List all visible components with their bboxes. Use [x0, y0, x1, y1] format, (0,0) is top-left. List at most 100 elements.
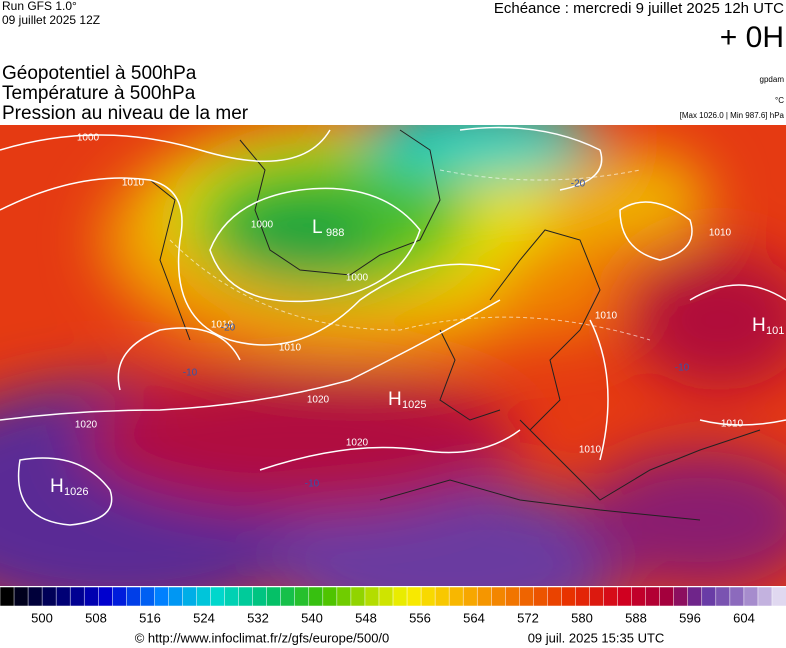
colorbar-swatch — [448, 586, 464, 607]
isobars — [0, 126, 786, 526]
colorbar-label: 564 — [463, 610, 485, 625]
colorbar-swatch — [294, 586, 310, 607]
isobar-label: 1010 — [721, 419, 744, 430]
colorbar-swatch — [41, 586, 57, 607]
colorbar-label: 596 — [679, 610, 701, 625]
echeance: Echéance : mercredi 9 juillet 2025 12h U… — [494, 0, 784, 17]
colorbar-swatch — [673, 586, 689, 607]
colorbar: 500 508 516 524 532 540 548 556 564 572 580 588 596 6… — [0, 586, 786, 625]
colorbar-swatch — [69, 586, 85, 607]
temperature-label: -10 — [675, 363, 690, 374]
colorbar-swatch — [0, 586, 15, 607]
colorbar-swatch — [491, 586, 507, 607]
colorbar-swatch — [715, 586, 731, 607]
isobar-label: 1000 — [77, 133, 100, 144]
temperature-label: -20 — [571, 179, 586, 190]
colorbar-swatch — [392, 586, 408, 607]
colorbar-swatch — [561, 586, 577, 607]
colorbar-swatch — [210, 586, 226, 607]
colorbar-swatch — [140, 586, 156, 607]
isobar-label: 1010 — [279, 343, 302, 354]
colorbar-swatch — [533, 586, 549, 607]
pressure-value: 988 — [326, 227, 344, 239]
colorbar-label: 532 — [247, 610, 269, 625]
pressure-symbol: H — [50, 476, 64, 497]
source-url: © http://www.infoclimat.fr/z/gfs/europe/… — [135, 630, 390, 645]
temperature-label: -10 — [305, 479, 320, 490]
colorbar-label: 572 — [517, 610, 539, 625]
colorbar-swatch — [336, 586, 352, 607]
timestamp: 09 juil. 2025 15:35 UTC — [528, 630, 665, 645]
pressure-symbol: L — [312, 217, 323, 238]
colorbar-swatch — [659, 586, 675, 607]
isobar-label: 1020 — [307, 395, 330, 406]
colorbar-swatch — [154, 586, 170, 607]
colorbar-swatch — [687, 586, 703, 607]
colorbar-label: 604 — [733, 610, 755, 625]
pressure-symbol: H — [388, 389, 402, 410]
colorbar-swatch — [196, 586, 212, 607]
pressure-symbol: H — [752, 315, 766, 336]
colorbar-swatch — [83, 586, 100, 607]
isobar-label: 1000 — [251, 220, 274, 231]
colorbar-swatch — [13, 586, 29, 607]
colorbar-swatch — [462, 586, 478, 607]
colorbar-swatch — [603, 586, 619, 607]
colorbar-swatch — [55, 586, 71, 607]
colorbar-label: 516 — [139, 610, 161, 625]
colorbar-label: 588 — [625, 610, 647, 625]
colorbar-swatch — [238, 586, 254, 607]
isobar-label: 1010 — [211, 320, 234, 331]
colorbar-swatch — [252, 586, 268, 607]
colorbar-swatch — [631, 586, 647, 607]
colorbar-swatch — [266, 586, 282, 607]
colorbar-swatch — [617, 586, 633, 607]
isobar-label: 1010 — [709, 228, 732, 239]
isobar-label: 1020 — [75, 420, 98, 431]
pressure-value: 1026 — [64, 486, 88, 498]
colorbar-swatch — [771, 586, 786, 607]
field-label: Géopotentiel à 500hPa — [2, 63, 197, 84]
colorbar-swatch — [308, 586, 324, 607]
isotherms — [169, 169, 651, 341]
isobar-label: 1010 — [122, 178, 145, 189]
colorbar-swatch — [519, 586, 535, 607]
isobar-label: 1010 — [579, 445, 602, 456]
colorbar-swatch — [126, 586, 142, 607]
colorbar-swatch — [27, 586, 43, 607]
field-label: Pression au niveau de la mer — [2, 103, 249, 124]
colorbar-swatch — [280, 586, 296, 607]
colorbar-label: 548 — [355, 610, 377, 625]
colorbar-swatch — [350, 586, 366, 607]
isobar-label: 1010 — [595, 311, 618, 322]
colorbar-label: 580 — [571, 610, 593, 625]
colorbar-swatch — [743, 586, 759, 607]
colorbar-swatch — [434, 586, 450, 607]
colorbar-swatch — [505, 586, 521, 607]
colorbar-label: 556 — [409, 610, 431, 625]
colorbar-swatch — [729, 586, 745, 607]
run-label: Run GFS 1.0° — [2, 0, 77, 13]
colorbar-swatch — [701, 586, 717, 607]
colorbar-swatch — [589, 586, 605, 607]
field-shading — [0, 125, 786, 586]
colorbar-label: 540 — [301, 610, 323, 625]
map — [0, 125, 786, 586]
temperature-label: -20 — [221, 323, 236, 334]
unit-label: °C — [775, 96, 784, 105]
colorbar-swatch — [547, 586, 563, 607]
colorbar-swatch — [224, 586, 240, 607]
colorbar-swatch — [112, 586, 128, 607]
colorbar-swatch — [98, 586, 114, 607]
colorbar-swatch — [757, 586, 773, 607]
colorbar-label: 508 — [85, 610, 107, 625]
colorbar-swatch — [378, 586, 394, 607]
colorbar-swatch — [406, 586, 422, 607]
colorbar-swatch — [575, 586, 591, 607]
colorbar-swatch — [168, 586, 184, 607]
colorbar-swatch — [364, 586, 380, 607]
offset: + 0H — [720, 21, 784, 54]
pressure-value: 1025 — [402, 399, 426, 411]
